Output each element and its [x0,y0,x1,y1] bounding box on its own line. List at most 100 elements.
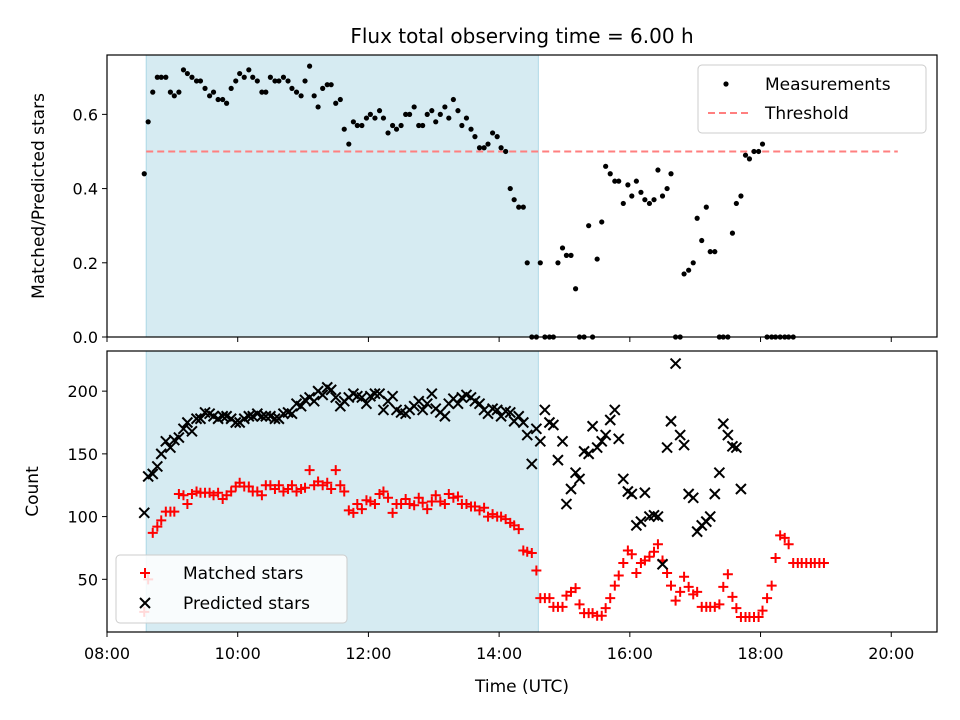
measurement-point [259,89,265,95]
matched-star-point [326,483,337,494]
measurement-point [594,256,600,262]
matched-star-point [609,580,620,591]
matched-star-point [479,502,490,513]
predicted-star-point [256,410,268,422]
matched-star-point [448,492,459,503]
predicted-star-point [665,415,677,427]
predicted-star-point [530,423,543,435]
series-matched-stars [139,465,829,622]
predicted-star-point [295,400,307,412]
matched-star-point [226,486,237,497]
matched-star-point [330,465,341,476]
measurement-point [311,93,317,99]
matched-star-point [439,499,450,510]
measurement-point [223,100,230,106]
y-tick-label: 150 [67,445,98,464]
matched-star-point [818,558,829,569]
matched-star-point [387,507,398,518]
predicted-star-point [586,420,599,432]
measurement-point [572,286,579,292]
measurement-point [333,100,339,106]
predicted-star-point [308,395,320,407]
predicted-star-point [713,466,726,479]
matched-star-point [243,481,254,492]
y-axis-label: Matched/Predicted stars [29,93,49,299]
predicted-star-point [717,418,729,430]
predicted-star-point [691,525,703,538]
predicted-star-point [517,416,530,429]
measurement-point [180,67,187,73]
matched-star-point [762,593,773,604]
predicted-star-point [534,435,547,448]
measurement-point [668,171,674,177]
legend: Measurements Threshold [697,64,927,134]
measurement-point [537,260,543,266]
measurement-point [158,74,164,80]
measurement-point [686,267,692,273]
measurement-point [246,67,252,73]
legend-label-predicted: Predicted stars [183,594,310,614]
matched-star-point [426,496,437,507]
predicted-star-point [155,448,167,460]
predicted-star-point [282,406,294,419]
measurement-point [289,85,295,91]
measurement-point [638,189,644,195]
measurement-point [302,78,308,84]
predicted-star-point [181,416,194,429]
matched-star-point [286,480,297,491]
predicted-star-point [316,389,329,401]
measurement-point [759,141,766,147]
predicted-star-point [513,410,525,422]
predicted-star-point [726,440,739,453]
matched-star-point [727,591,738,602]
matched-star-point [692,586,703,597]
predicted-star-point [286,408,298,420]
matched-star-point [356,504,367,515]
measurement-point [433,119,439,125]
measurement-point [163,74,169,80]
measurement-point [746,156,753,162]
measurement-point [228,85,234,91]
matched-star-point [718,581,729,592]
predicted-star-point [687,492,699,504]
measurement-point [141,171,147,177]
matched-star-point [396,499,407,510]
matched-star-point [770,552,781,563]
measurement-point [411,104,417,110]
matched-star-point [596,610,607,621]
measurement-point [429,108,435,114]
measurement-point [393,126,400,132]
measurement-point [625,182,631,188]
predicted-star-point [151,460,164,473]
predicted-star-point [556,435,569,448]
predicted-star-point [669,357,682,370]
measurement-point [446,115,452,121]
measurement-point [485,141,491,147]
measurement-point [341,126,347,132]
predicted-star-point [573,473,586,485]
predicted-star-point [216,410,229,422]
legend-label-matched: Matched stars [183,564,303,584]
predicted-star-point [565,483,577,495]
matched-star-point [644,551,655,562]
measurement-point [468,126,474,132]
matched-star-point [169,506,180,517]
predicted-star-point [330,391,342,404]
predicted-star-point [617,473,630,485]
predicted-star-point [194,413,207,425]
legend-matched-marker [140,568,150,578]
measurement-point [193,78,200,84]
matched-star-point [335,480,346,491]
matched-star-point [631,568,642,579]
predicted-star-point [560,498,573,510]
predicted-star-point [147,468,159,480]
measurement-point [620,200,626,207]
matched-star-point [213,487,224,498]
predicted-star-point [138,507,150,519]
matched-star-point [339,486,350,497]
matched-star-point [649,546,660,557]
legend-box [115,554,348,624]
predicted-star-point [377,404,390,416]
measurement-point [755,148,762,155]
measurement-point [664,185,670,192]
